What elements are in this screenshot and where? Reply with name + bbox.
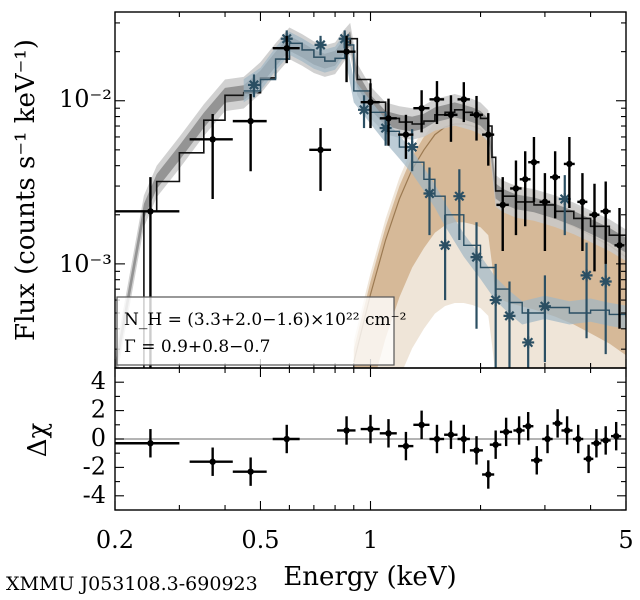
background-star-point xyxy=(314,38,327,51)
data-point xyxy=(541,198,549,206)
source-name-label: XMMU J053108.3-690923 xyxy=(6,573,258,595)
legend-gamma-text: Γ = 0.9+0.8−0.7 xyxy=(124,337,270,357)
data-point xyxy=(499,201,506,209)
residual-point xyxy=(485,471,492,478)
residual-point xyxy=(343,427,350,434)
background-star-point xyxy=(406,141,419,154)
data-point xyxy=(485,131,492,138)
residual-ytick-label: 0 xyxy=(91,424,106,452)
residuals-panel: 420-2-4 0.2 0.5 1 5 Δχ Energy (keV) XMMU J05… xyxy=(6,367,634,595)
residual-point xyxy=(447,431,455,438)
background-star-point xyxy=(522,336,535,349)
data-point xyxy=(418,105,425,112)
data-point xyxy=(447,111,455,119)
data-point xyxy=(247,117,254,125)
data-point xyxy=(551,173,559,181)
residual-point xyxy=(593,440,600,447)
background-star-point xyxy=(580,269,593,282)
background-star-point xyxy=(489,294,502,307)
xtick-label: 0.5 xyxy=(241,526,279,554)
xtick-label: 1 xyxy=(363,526,378,554)
residuals-ylabel: Δχ xyxy=(23,422,53,457)
residual-ytick-label: 4 xyxy=(91,367,106,395)
background-star-point xyxy=(453,190,466,203)
residual-point xyxy=(147,440,154,447)
ytick-label: 10⁻² xyxy=(59,85,112,113)
background-star-point xyxy=(470,251,483,264)
residual-point xyxy=(283,435,290,443)
residual-point xyxy=(502,428,510,436)
data-point xyxy=(512,185,520,192)
data-point xyxy=(460,96,468,103)
residual-point xyxy=(209,458,216,465)
data-point xyxy=(317,146,324,154)
spectrum-ylabel: Flux (counts s⁻¹ keV⁻¹) xyxy=(11,39,41,341)
residual-point xyxy=(385,430,392,437)
residual-point xyxy=(533,457,540,464)
residual-point xyxy=(460,435,468,443)
background-star-point xyxy=(538,300,551,313)
residual-point xyxy=(433,435,441,443)
spectrum-panel: 10⁻² 10⁻³ Flux (counts s⁻¹ keV⁻¹) N_H = … xyxy=(11,11,627,369)
xtick-label: 0.2 xyxy=(96,526,134,554)
residual-point xyxy=(418,421,425,428)
data-point xyxy=(473,111,480,119)
data-point xyxy=(616,242,623,249)
energy-xlabel: Energy (keV) xyxy=(283,562,456,592)
residual-point xyxy=(524,423,532,430)
background-model-band xyxy=(243,31,626,329)
data-point xyxy=(367,98,374,106)
residual-point xyxy=(544,435,551,443)
background-star-point xyxy=(503,309,516,322)
residual-point xyxy=(402,442,410,450)
legend-nh-text: N_H = (3.3+2.0−1.6)×10²² cm⁻² xyxy=(124,310,406,330)
ytick-label: 10⁻³ xyxy=(59,250,112,278)
data-point xyxy=(566,160,573,168)
background-star-point xyxy=(358,103,371,116)
residual-point xyxy=(612,432,620,440)
background-star-point xyxy=(558,192,571,205)
background-star-point xyxy=(379,122,392,135)
data-point xyxy=(522,176,529,183)
data-point xyxy=(147,208,154,215)
residual-ytick-label: -4 xyxy=(83,481,106,509)
residual-point xyxy=(563,427,571,434)
legend-box: N_H = (3.3+2.0−1.6)×10²² cm⁻² Γ = 0.9+0.… xyxy=(116,296,406,366)
residual-point xyxy=(515,427,523,434)
residual-point xyxy=(585,455,592,463)
data-point xyxy=(433,96,441,103)
residual-point xyxy=(473,447,480,454)
residual-point xyxy=(247,468,254,475)
data-point xyxy=(402,131,410,138)
data-point xyxy=(385,115,392,122)
residual-point xyxy=(554,420,561,427)
residual-point xyxy=(602,437,609,444)
residual-point xyxy=(492,441,499,448)
data-point xyxy=(579,198,586,206)
residual-point xyxy=(574,435,582,443)
data-point xyxy=(530,159,538,166)
data-point xyxy=(591,211,598,218)
background-star-point xyxy=(599,275,612,288)
background-star-point xyxy=(439,239,452,252)
data-point xyxy=(283,44,290,52)
data-point xyxy=(343,48,350,55)
residual-point xyxy=(367,425,374,433)
xtick-label: 5 xyxy=(618,526,633,554)
residuals-axes-frame xyxy=(114,367,627,511)
residual-ytick-label: 2 xyxy=(91,396,106,424)
data-point xyxy=(602,208,609,215)
background-star-point xyxy=(423,187,436,200)
data-point xyxy=(209,136,216,143)
background-star-point xyxy=(247,78,260,91)
background-star-point xyxy=(338,32,351,45)
residual-ytick-label: -2 xyxy=(83,452,106,480)
